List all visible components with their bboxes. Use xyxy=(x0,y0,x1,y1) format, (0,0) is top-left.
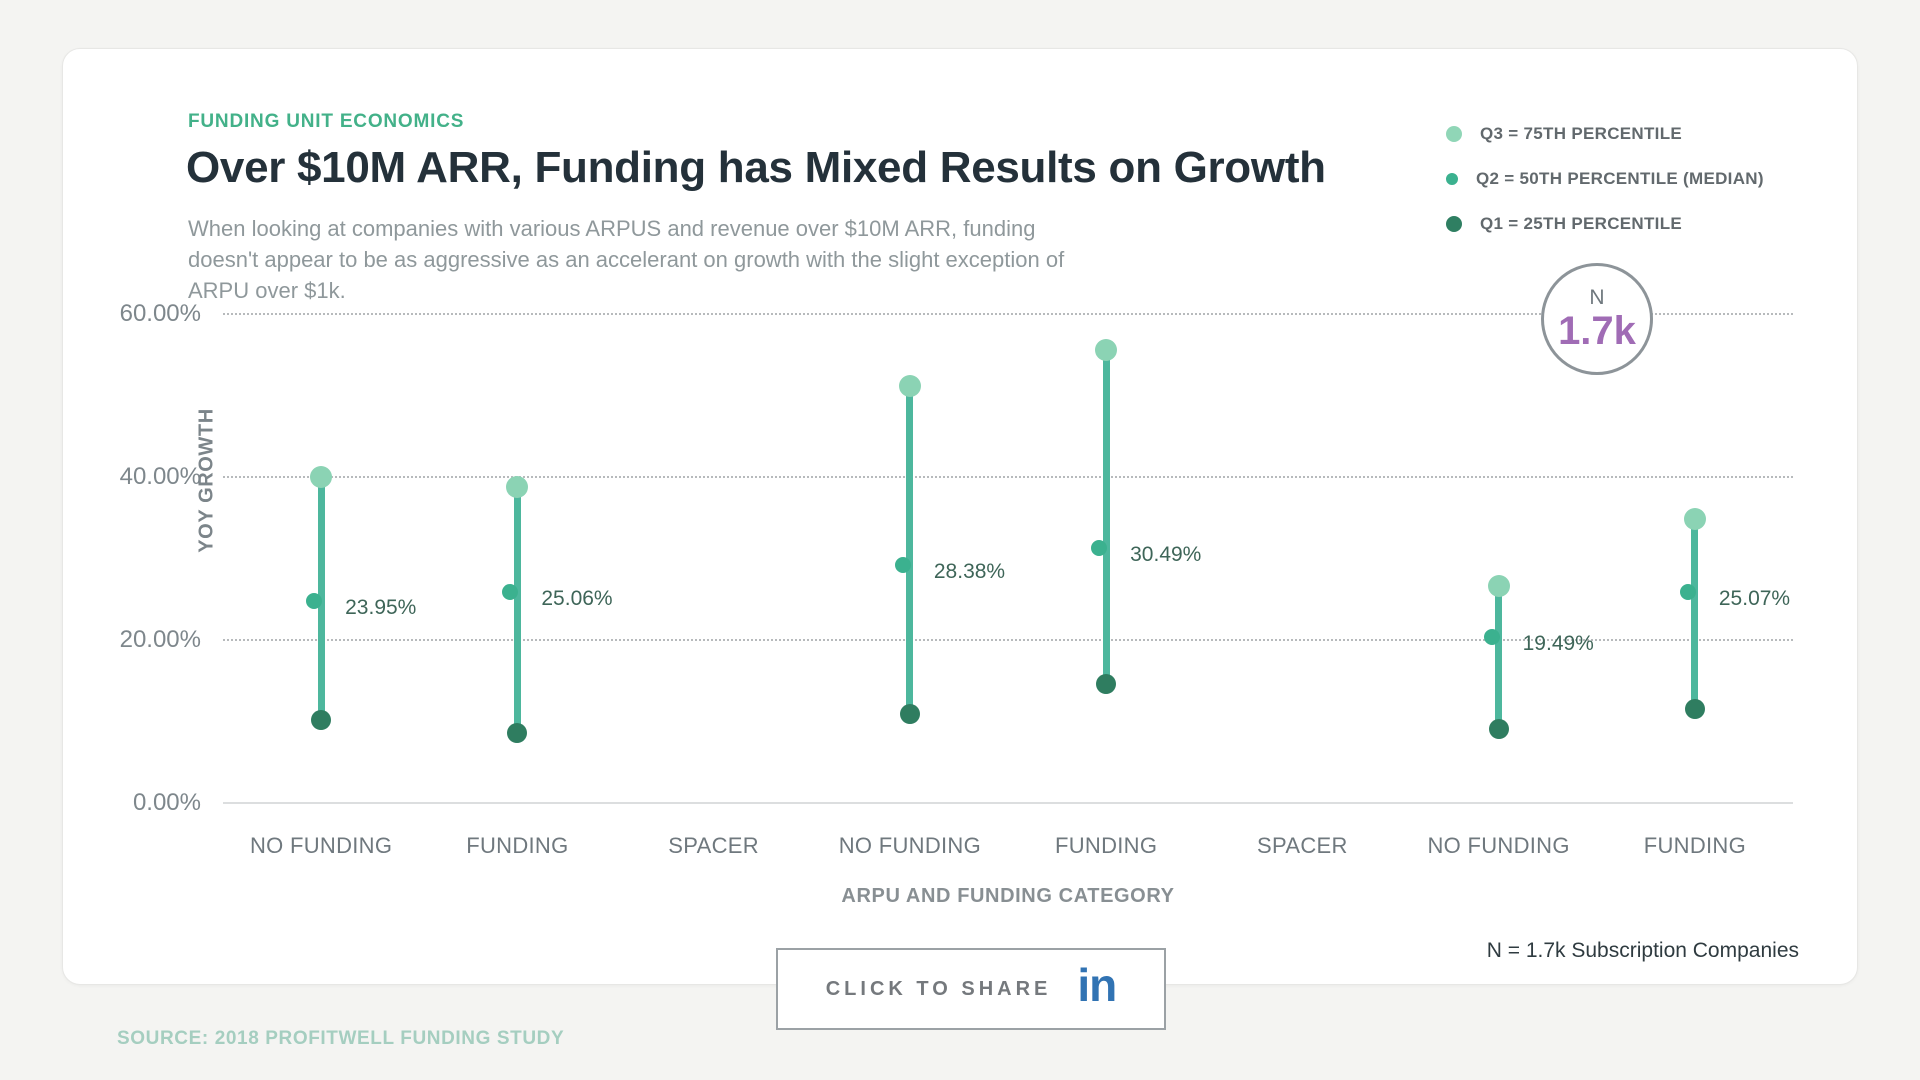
subtitle: When looking at companies with various A… xyxy=(188,216,1065,303)
category-label: NO FUNDING xyxy=(249,833,393,858)
badge-n-value: 1.7k xyxy=(1558,309,1636,353)
category-label: NO FUNDING xyxy=(1427,833,1570,858)
q3-dot-icon xyxy=(1446,125,1462,142)
sample-size-badge: N 1.7k xyxy=(1541,263,1653,375)
category-label: FUNDING xyxy=(1054,833,1158,858)
source-attribution: SOURCE: 2018 PROFITWELL FUNDING STUDY xyxy=(117,1028,565,1049)
eyebrow-label: FUNDING UNIT ECONOMICS xyxy=(188,111,465,132)
q1-dot xyxy=(507,722,528,743)
median-value-label: 25.07% xyxy=(1718,586,1791,610)
median-value-label: 23.95% xyxy=(345,595,417,619)
linkedin-icon: in xyxy=(1077,959,1117,1011)
q3-dot xyxy=(898,374,921,397)
y-tick-label: 60.00% xyxy=(119,300,201,328)
share-button[interactable]: CLICK TO SHARE in xyxy=(776,948,1166,1030)
legend-label: Q2 = 50TH PERCENTILE (MEDIAN) xyxy=(1476,168,1764,188)
y-axis-title: YOY GROWTH xyxy=(195,408,218,553)
x-axis-line xyxy=(223,802,1793,804)
legend-item-q3: Q3 = 75TH PERCENTILE xyxy=(1446,111,1764,156)
median-value-label: 28.38% xyxy=(933,559,1006,583)
lollipop-line xyxy=(513,486,521,733)
category-label: NO FUNDING xyxy=(838,833,982,858)
median-value-label: 30.49% xyxy=(1130,542,1202,566)
gridline xyxy=(223,639,1793,642)
page-title: Over $10M ARR, Funding has Mixed Results… xyxy=(186,143,1326,192)
median-marker xyxy=(894,556,911,573)
category-label: FUNDING xyxy=(1643,833,1747,858)
q3-dot xyxy=(310,466,333,489)
lollipop-line xyxy=(906,385,914,715)
median-marker xyxy=(502,583,519,600)
plot-area: 0.00% 20.00% 40.00% 60.00% NO FUNDING 23.95% F… xyxy=(120,298,1793,858)
sample-size-caption: N = 1.7k Subscription Companies xyxy=(1486,939,1799,962)
q1-dot xyxy=(899,704,920,725)
q3-dot xyxy=(1487,575,1510,598)
category-label: SPACER xyxy=(1257,833,1348,858)
q3-dot xyxy=(1095,339,1118,362)
median-value-label: 25.06% xyxy=(541,586,613,610)
legend-item-q1: Q1 = 25TH PERCENTILE xyxy=(1446,201,1764,246)
y-tick-label: 40.00% xyxy=(119,463,201,491)
legend-label: Q1 = 25TH PERCENTILE xyxy=(1480,213,1683,233)
median-ring-icon xyxy=(1446,172,1458,185)
y-tick-label: 0.00% xyxy=(132,789,201,816)
x-axis-title: ARPU AND FUNDING CATEGORY xyxy=(841,885,1175,907)
median-value-label: 19.49% xyxy=(1522,632,1594,656)
gridline xyxy=(223,313,1793,316)
badge-n-label: N xyxy=(1589,286,1605,309)
q3-dot xyxy=(506,475,529,498)
lollipop-line xyxy=(1102,350,1110,685)
chart-card: FUNDING UNIT ECONOMICS Over $10M ARR, Fu… xyxy=(62,48,1858,985)
median-marker xyxy=(1091,539,1108,556)
q1-dot xyxy=(1488,718,1509,739)
category-label: FUNDING xyxy=(466,833,569,858)
gridline xyxy=(223,476,1793,479)
legend: Q3 = 75TH PERCENTILE Q2 = 50TH PERCENTIL… xyxy=(1446,111,1764,246)
median-marker xyxy=(1483,629,1500,646)
q1-dot xyxy=(311,709,332,730)
q3-dot xyxy=(1683,507,1706,530)
q1-dot-icon xyxy=(1446,215,1462,232)
legend-label: Q3 = 75TH PERCENTILE xyxy=(1480,123,1683,143)
median-marker xyxy=(1679,583,1696,600)
q1-dot xyxy=(1096,674,1117,695)
category-label: SPACER xyxy=(668,833,759,858)
share-button-label: CLICK TO SHARE xyxy=(825,977,1052,1000)
legend-item-q2: Q2 = 50TH PERCENTILE (MEDIAN) xyxy=(1446,156,1764,201)
q1-dot xyxy=(1684,699,1705,720)
lollipop-line xyxy=(1495,586,1503,729)
median-marker xyxy=(306,592,323,609)
lollipop-line xyxy=(1691,518,1699,710)
y-tick-label: 20.00% xyxy=(119,626,201,654)
